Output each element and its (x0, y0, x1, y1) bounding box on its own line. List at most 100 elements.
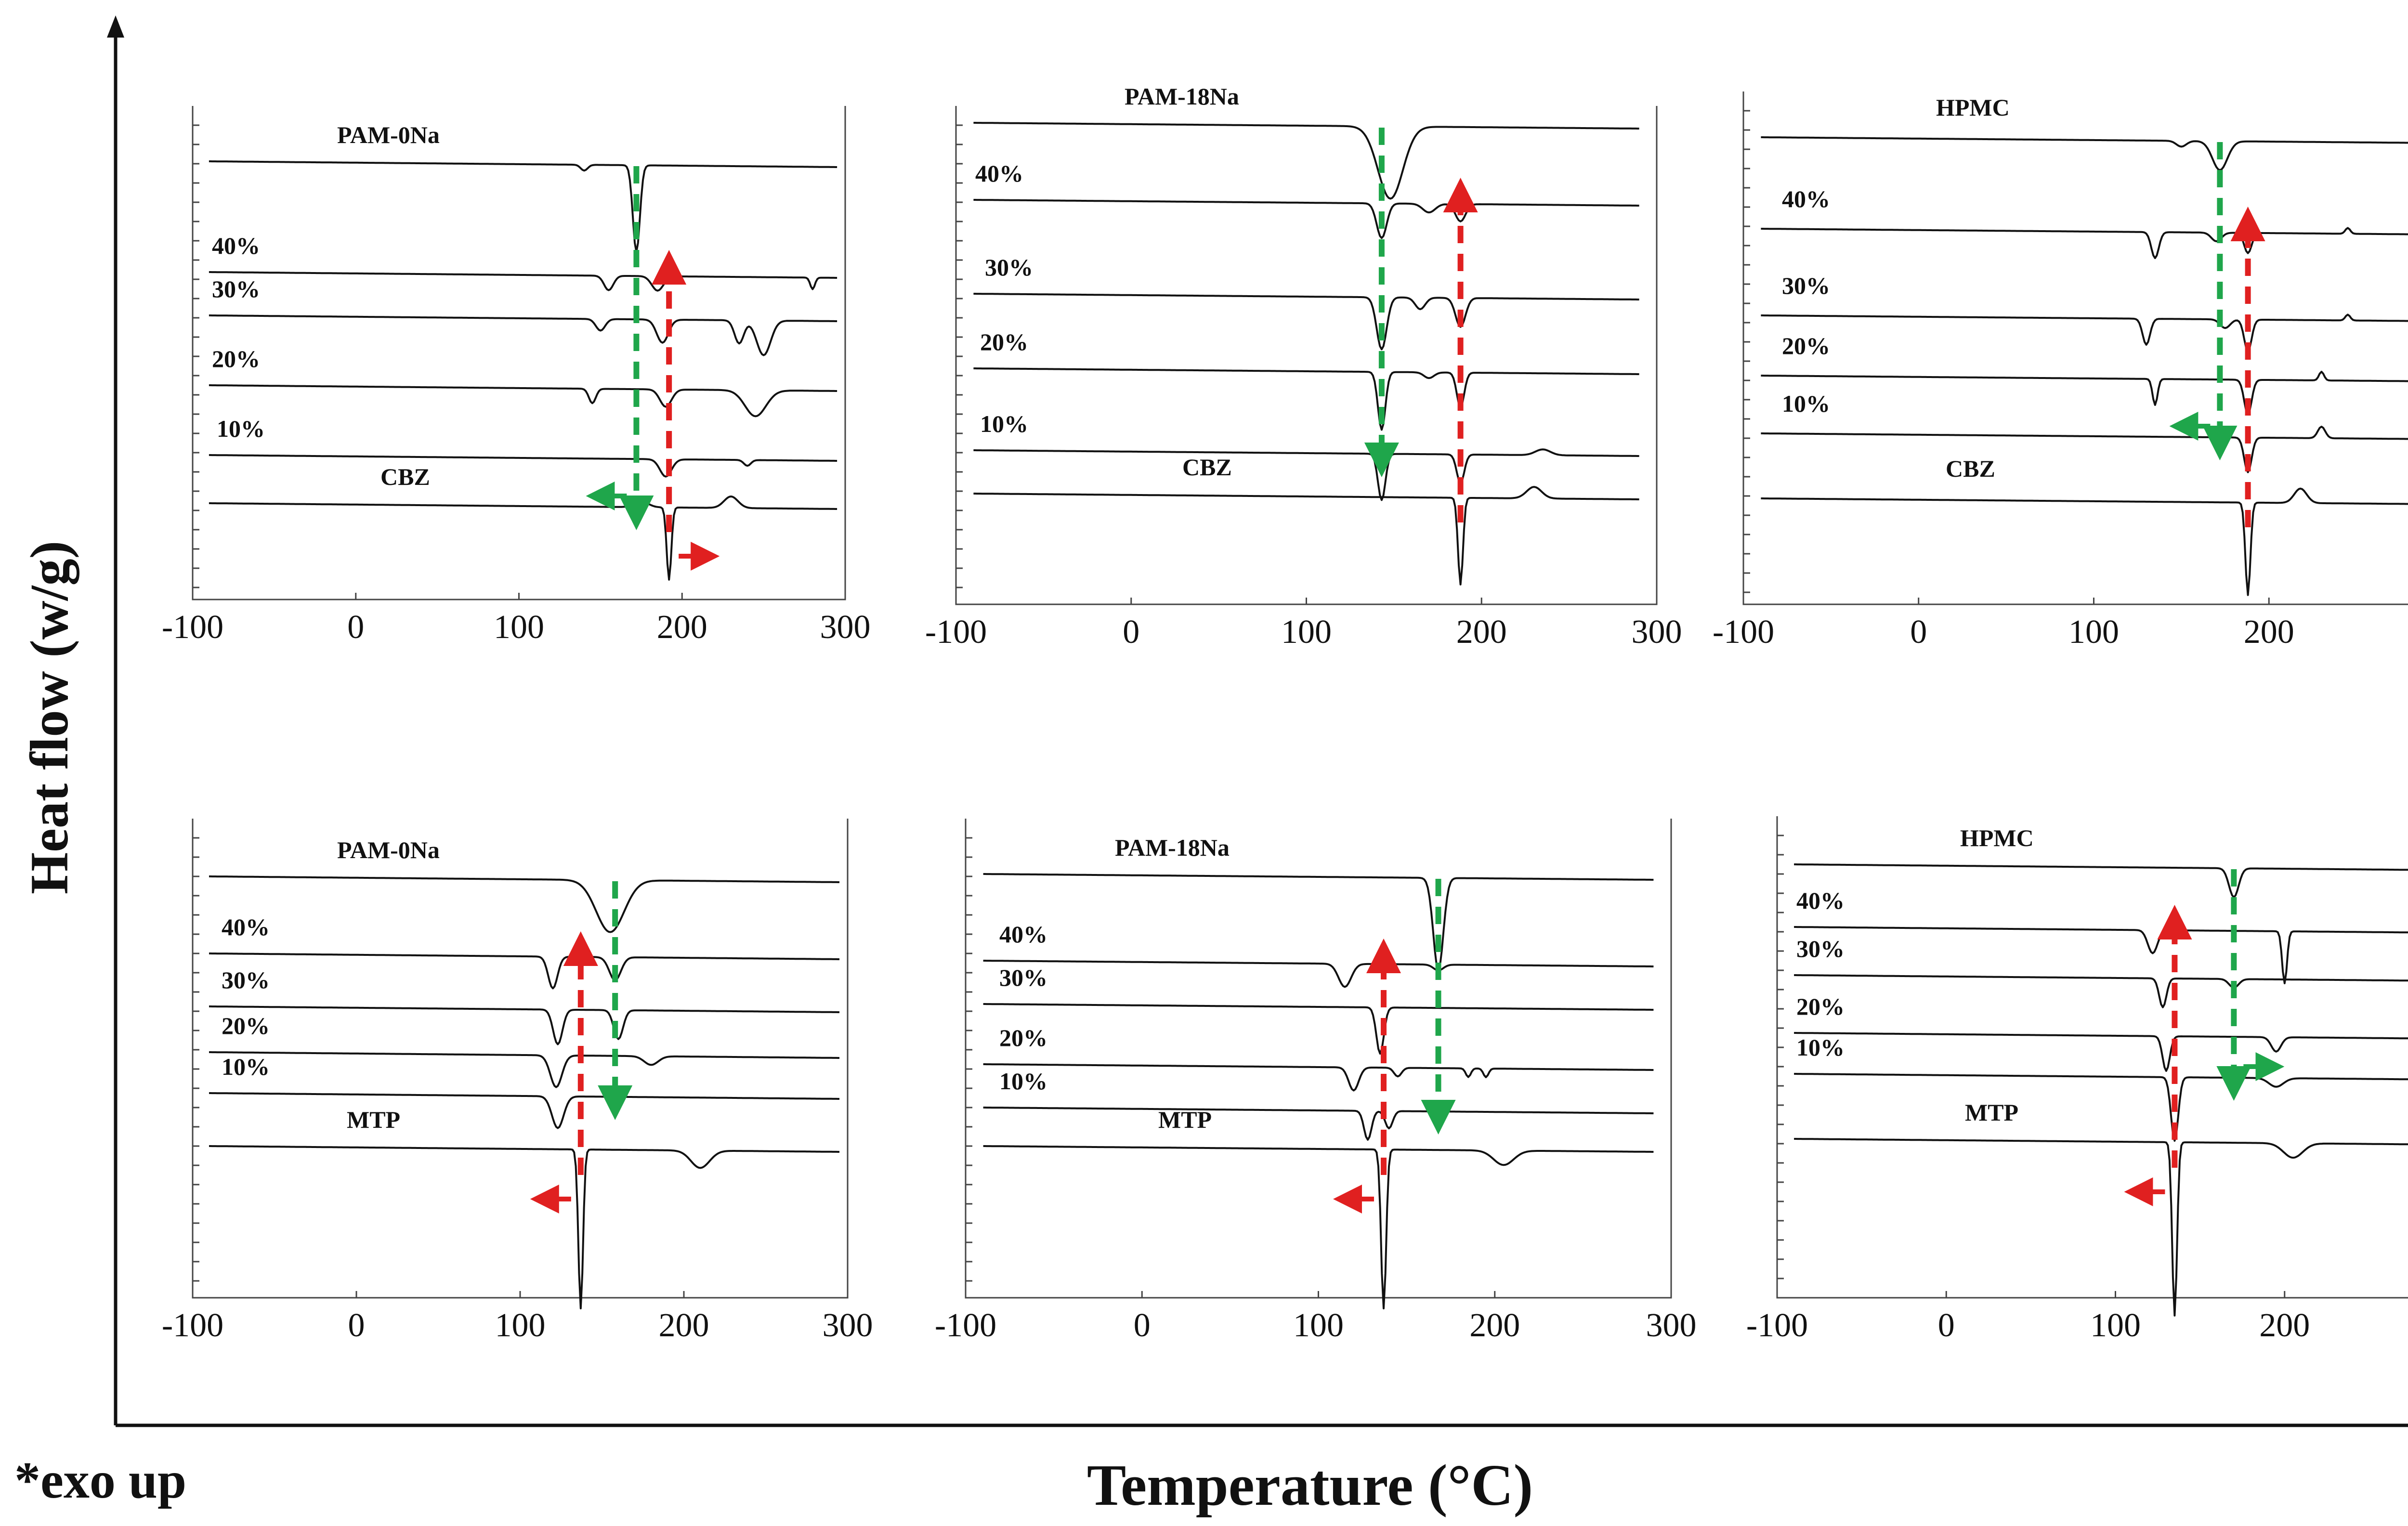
x-tick-label: 0 (1910, 613, 1927, 651)
x-tick-label: 200 (657, 609, 707, 646)
curve-30- (1794, 974, 2408, 1008)
curve-label: 10% (1796, 1034, 1845, 1061)
curve-label: 30% (222, 966, 270, 993)
x-tick-label: 300 (823, 1307, 873, 1344)
x-tick-label: 0 (348, 1307, 365, 1344)
panel-top-pam18na: -100 0 100 200 300 PAM-18Na 40% 30% 20% 10% CBZ (925, 83, 1682, 651)
curve-20- (1761, 371, 2408, 416)
curve-label: 40% (1782, 185, 1830, 212)
curve-label: 40% (975, 160, 1023, 187)
curve-10- (209, 454, 838, 478)
x-tick-label: 100 (1293, 1307, 1344, 1344)
curve-label: PAM-18Na (1115, 834, 1230, 861)
curve-label: 40% (212, 232, 260, 259)
curve-label: 30% (985, 254, 1033, 281)
curve-label: CBZ (1182, 454, 1232, 481)
curve-label: MTP (1965, 1099, 2018, 1126)
panel-frame (1776, 816, 2408, 1299)
curve-label: 20% (999, 1024, 1047, 1051)
x-tick-label: -100 (935, 1307, 996, 1344)
curve-mtp (1794, 1138, 2408, 1317)
curve-label: 40% (1796, 887, 1845, 914)
curve-30- (973, 293, 1639, 351)
x-tick-label: -100 (1746, 1307, 1808, 1344)
curve-30- (1761, 313, 2408, 352)
x-tick-label: 200 (1469, 1307, 1520, 1344)
panel-frame (1742, 91, 2408, 605)
curve-pam-0na (209, 160, 838, 253)
x-tick-label: 100 (2090, 1307, 2141, 1344)
x-tick-label: 300 (1632, 613, 1682, 651)
panel-bottom-pam0na: -100 0 100 200 300 PAM-0Na 40% 30% 20% 10% MTP (162, 819, 873, 1344)
curve-30- (209, 314, 838, 356)
curve-20- (983, 1063, 1654, 1092)
curve-label: 40% (222, 913, 270, 940)
panel-frame (192, 106, 846, 600)
exo-up-note: *exo up (14, 1452, 186, 1509)
curve-20- (209, 384, 838, 417)
curve-hpmc (1794, 863, 2408, 899)
x-tick-label: -100 (162, 1307, 223, 1344)
curve-40- (209, 271, 838, 292)
curve-40- (973, 199, 1639, 239)
curve-20- (1794, 1032, 2408, 1072)
curve-label: PAM-18Na (1125, 83, 1239, 110)
curve-10- (1761, 426, 2408, 473)
x-tick-label: 200 (2244, 613, 2294, 651)
x-tick-label: 100 (2068, 613, 2119, 651)
curve-10- (1794, 1073, 2408, 1142)
curve-label: 20% (1796, 993, 1845, 1020)
curve-40- (983, 960, 1654, 988)
curve-label: 20% (1782, 332, 1830, 359)
x-axis-title: Temperature (°C) (1087, 1453, 1533, 1518)
main-y-axis-arrowhead (107, 15, 124, 38)
curve-30- (209, 1005, 839, 1045)
curve-30- (983, 1003, 1654, 1055)
curve-label: 20% (980, 328, 1028, 355)
curve-10- (973, 448, 1639, 501)
panel-top-hpmc: -1000100200300HPMC40%30%20%10%CBZ (1713, 91, 2408, 651)
x-tick-label: -100 (925, 613, 987, 651)
curve-label: 20% (212, 345, 260, 372)
curve-pam-18na (983, 873, 1654, 972)
panel-frame (955, 106, 1658, 605)
x-tick-label: -100 (162, 609, 223, 646)
curve-label: MTP (347, 1106, 400, 1133)
curve-label: 30% (1796, 935, 1845, 962)
x-tick-label: 100 (1281, 613, 1332, 651)
curve-label: MTP (1158, 1106, 1212, 1133)
curve-20- (209, 1051, 839, 1088)
x-tick-label: 200 (2259, 1307, 2310, 1344)
x-tick-label: 100 (495, 1307, 546, 1344)
curve-label: 20% (222, 1012, 270, 1039)
x-tick-label: 0 (1938, 1307, 1955, 1344)
curve-10- (209, 1092, 839, 1129)
curve-40- (1761, 227, 2408, 259)
panel-bottom-hpmc: -1000100200300HPMC40%30%20%10%MTP (1746, 816, 2408, 1344)
curve-label: PAM-0Na (337, 836, 440, 863)
panels: -100 0 100 200 300 PAM-0Na 40% 30% 20% 10% CBZ -100… (162, 83, 2408, 1344)
curve-label: 30% (212, 275, 260, 302)
curve-label: PAM-0Na (337, 121, 440, 148)
x-tick-label: 300 (1646, 1307, 1697, 1344)
curve-label: 10% (217, 415, 265, 442)
curve-20- (973, 367, 1639, 431)
curve-label: CBZ (380, 463, 430, 490)
curve-cbz (209, 496, 838, 581)
curve-label: 10% (222, 1053, 270, 1080)
x-tick-label: 300 (820, 609, 871, 646)
x-tick-label: -100 (1713, 613, 1774, 651)
panel-top-pam0na: -100 0 100 200 300 PAM-0Na 40% 30% 20% 10% CBZ (162, 106, 871, 646)
curve-10- (983, 1107, 1654, 1141)
curve-label: HPMC (1936, 94, 2010, 121)
panel-frame (965, 819, 1672, 1299)
x-tick-label: 200 (659, 1307, 709, 1344)
curve-40- (1794, 926, 2408, 984)
x-tick-label: 100 (494, 609, 544, 646)
curve-pam-18na (973, 122, 1639, 200)
curve-label: 10% (1782, 390, 1830, 417)
curve-label: CBZ (1946, 455, 1995, 482)
curve-label: 10% (980, 410, 1028, 437)
curve-mtp (983, 1145, 1654, 1310)
